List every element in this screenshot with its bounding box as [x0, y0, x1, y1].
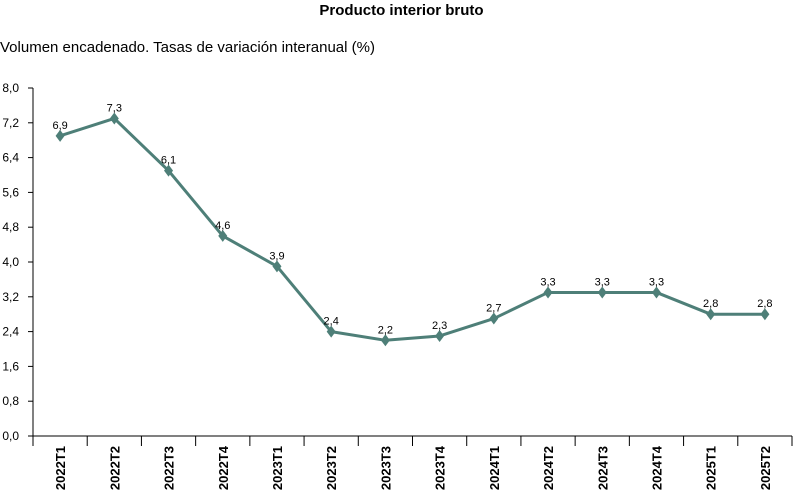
y-tick-label: 0,0: [2, 429, 19, 443]
data-point: [380, 334, 390, 347]
series-gdp: 6,9 7,3 6,1 4,6 3,9 2,4 2,2 2,3 2,7 3,3 3,3 3,3 2,8 2…: [52, 102, 773, 347]
data-point: [706, 308, 716, 321]
data-label: 2,4: [324, 316, 339, 328]
y-tick-label: 3,2: [2, 290, 19, 304]
y-tick-label: 6,4: [2, 151, 19, 165]
chart-subtitle: Volumen encadenado. Tasas de variación i…: [0, 39, 375, 56]
data-point: [760, 308, 770, 321]
x-tick-label: 2024T1: [487, 446, 502, 490]
data-point: [55, 129, 65, 142]
chart-title: Producto interior bruto: [319, 2, 484, 19]
data-label: 6,9: [52, 120, 67, 132]
data-label: 3,3: [649, 276, 664, 288]
data-point: [435, 329, 445, 342]
x-tick-label: 2025T2: [758, 446, 773, 490]
y-tick-label: 4,8: [2, 220, 19, 234]
y-tick-label: 0,8: [2, 394, 19, 408]
x-tick-label: 2022T1: [53, 446, 68, 490]
x-tick-label: 2024T3: [595, 446, 610, 490]
data-label: 3,3: [595, 276, 610, 288]
data-label: 3,3: [540, 276, 555, 288]
x-tick-label: 2023T3: [378, 446, 393, 490]
data-label: 2,7: [486, 303, 501, 315]
y-tick-label: 1,6: [2, 359, 19, 373]
x-tick-label: 2025T1: [704, 446, 719, 490]
x-tick-label: 2022T3: [162, 446, 177, 490]
y-axis: 0,0 0,8 1,6 2,4 3,2 4,0 4,8 5,6 6,4 7,2 8,0: [2, 81, 34, 443]
x-tick-label: 2022T2: [107, 446, 122, 490]
data-point: [597, 286, 607, 299]
data-label: 7,3: [107, 102, 122, 114]
y-tick-label: 8,0: [2, 81, 19, 95]
y-tick-label: 5,6: [2, 185, 19, 199]
data-point: [164, 164, 174, 177]
data-point: [109, 112, 119, 125]
data-label: 4,6: [215, 220, 230, 232]
x-tick-label: 2022T4: [216, 445, 231, 490]
data-point: [218, 229, 228, 242]
data-label: 2,8: [757, 298, 772, 310]
data-label: 2,2: [378, 324, 393, 336]
x-tick-label: 2023T1: [270, 446, 285, 490]
y-tick-label: 7,2: [2, 116, 19, 130]
data-point: [651, 286, 661, 299]
data-point: [272, 260, 282, 273]
data-point: [326, 325, 336, 338]
data-label: 2,3: [432, 320, 447, 332]
x-tick-label: 2024T4: [649, 445, 664, 490]
data-point: [489, 312, 499, 325]
y-tick-label: 4,0: [2, 255, 19, 269]
y-tick-label: 2,4: [2, 325, 19, 339]
data-label: 6,1: [161, 155, 176, 167]
x-tick-label: 2023T2: [324, 446, 339, 490]
data-label: 2,8: [703, 298, 718, 310]
x-tick-label: 2024T2: [541, 446, 556, 490]
x-tick-label: 2023T4: [433, 445, 448, 490]
data-point: [543, 286, 553, 299]
series-line: [59, 116, 765, 342]
x-axis: 2022T1 2022T2 2022T3 2022T4 2023T1 2023T2 2023…: [32, 435, 793, 490]
data-label: 3,9: [269, 250, 284, 262]
